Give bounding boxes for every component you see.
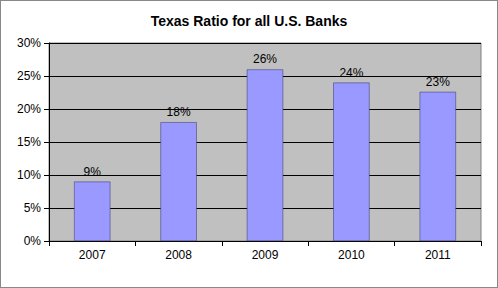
- svg-text:2009: 2009: [252, 248, 279, 262]
- svg-text:23%: 23%: [426, 75, 450, 89]
- svg-text:24%: 24%: [339, 66, 363, 80]
- svg-text:15%: 15%: [17, 135, 41, 149]
- svg-text:10%: 10%: [17, 168, 41, 182]
- svg-text:20%: 20%: [17, 102, 41, 116]
- svg-text:9%: 9%: [84, 165, 102, 179]
- svg-text:25%: 25%: [17, 69, 41, 83]
- svg-text:30%: 30%: [17, 36, 41, 50]
- svg-text:5%: 5%: [24, 201, 42, 215]
- svg-text:2007: 2007: [79, 248, 106, 262]
- svg-text:26%: 26%: [253, 52, 277, 66]
- svg-text:Texas Ratio for all U.S. Banks: Texas Ratio for all U.S. Banks: [151, 13, 348, 29]
- svg-text:0%: 0%: [24, 234, 42, 248]
- svg-text:2011: 2011: [425, 248, 451, 262]
- svg-text:2008: 2008: [165, 248, 192, 262]
- svg-text:2010: 2010: [338, 248, 365, 262]
- svg-text:18%: 18%: [167, 105, 191, 119]
